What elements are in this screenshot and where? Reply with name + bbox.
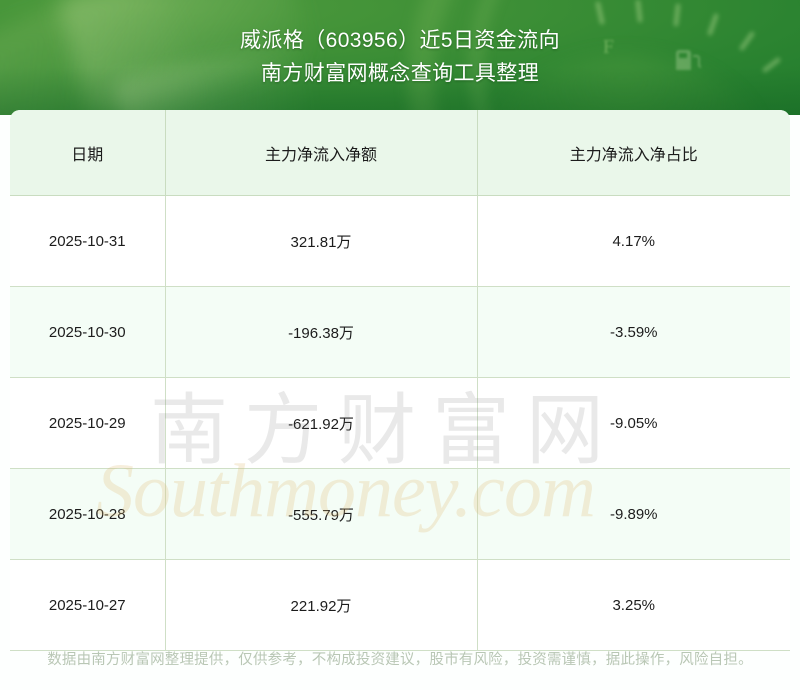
cell-net-inflow: -621.92万	[165, 377, 478, 469]
column-header-net-inflow: 主力净流入净额	[165, 110, 478, 196]
fuel-pump-icon	[676, 50, 702, 70]
table-row: 2025-10-27 221.92万 3.25%	[10, 559, 790, 651]
cell-net-ratio: 3.25%	[477, 559, 790, 651]
column-header-date: 日期	[10, 110, 166, 196]
cell-date: 2025-10-29	[10, 377, 166, 469]
cell-net-ratio: -9.89%	[477, 468, 790, 560]
fuel-gauge-arc-inner	[468, 0, 800, 115]
cell-net-inflow: -196.38万	[165, 286, 478, 378]
page-subtitle: 南方财富网概念查询工具整理	[260, 61, 540, 85]
cell-net-inflow: 221.92万	[165, 559, 478, 651]
cell-net-ratio: -9.05%	[477, 377, 790, 469]
header-bottom-shade	[0, 67, 800, 115]
disclaimer-text: 数据由南方财富网整理提供，仅供参考，不构成投资建议，股市有风险，投资需谨慎，据此…	[47, 652, 753, 668]
cell-net-ratio: 4.17%	[477, 195, 790, 287]
table-row: 2025-10-29 -621.92万 -9.05%	[10, 377, 790, 469]
table-header-row: 日期 主力净流入净额 主力净流入净占比	[10, 110, 790, 196]
cell-date: 2025-10-31	[10, 195, 166, 287]
gauge-ticks-icon	[595, 0, 781, 73]
table-row: 2025-10-28 -555.79万 -9.89%	[10, 468, 790, 560]
cell-date: 2025-10-27	[10, 559, 166, 651]
cell-net-inflow: -555.79万	[165, 468, 478, 560]
table-header: 日期 主力净流入净额 主力净流入净占比	[10, 110, 790, 196]
fund-flow-table: 日期 主力净流入净额 主力净流入净占比 2025-10-31 321.81万 4…	[10, 110, 790, 651]
header-banner: F 威派格（603956）近5日资金流向 南方财富网概念查询工具整理	[0, 0, 800, 115]
fund-flow-table-card: 日期 主力净流入净额 主力净流入净占比 2025-10-31 321.81万 4…	[10, 110, 790, 651]
page-title: 威派格（603956）近5日资金流向	[240, 29, 560, 53]
cell-date: 2025-10-28	[10, 468, 166, 560]
table-body: 2025-10-31 321.81万 4.17% 2025-10-30 -196…	[10, 195, 790, 651]
table-row: 2025-10-30 -196.38万 -3.59%	[10, 286, 790, 378]
table-row: 2025-10-31 321.81万 4.17%	[10, 195, 790, 287]
cell-net-ratio: -3.59%	[477, 286, 790, 378]
cell-net-inflow: 321.81万	[165, 195, 478, 287]
fuel-gauge-f-label: F	[602, 36, 614, 58]
column-header-net-ratio: 主力净流入净占比	[477, 110, 790, 196]
cell-date: 2025-10-30	[10, 286, 166, 378]
header-title-group: 威派格（603956）近5日资金流向 南方财富网概念查询工具整理	[0, 0, 800, 115]
